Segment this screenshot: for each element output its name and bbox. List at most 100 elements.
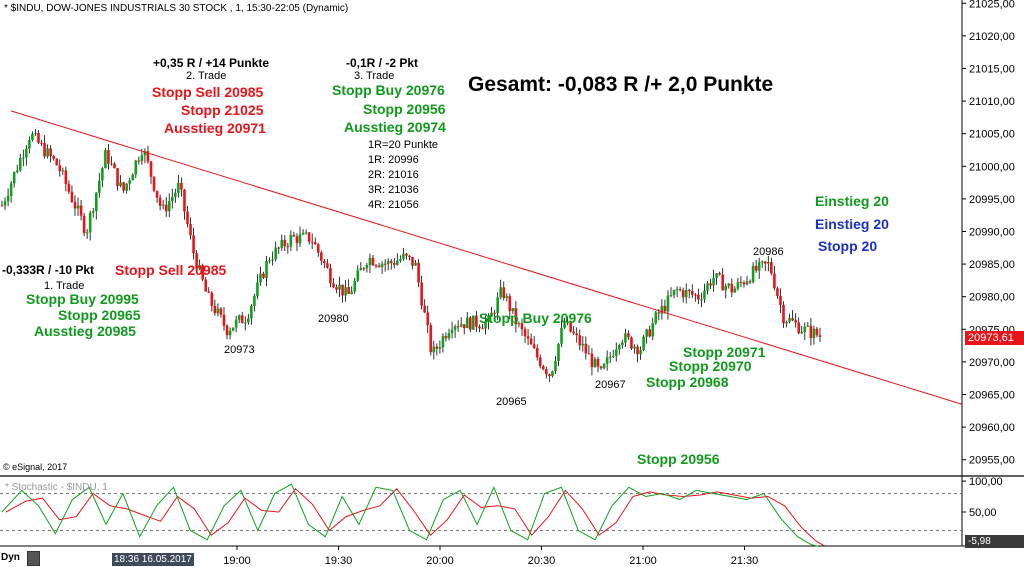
- candle-body: [694, 294, 697, 296]
- candle-body: [356, 270, 360, 281]
- candle-body: [429, 325, 433, 353]
- candle-body: [3, 201, 7, 206]
- candle-body: [669, 295, 673, 297]
- candle-body: [113, 163, 116, 169]
- candle-body: [183, 189, 186, 212]
- candle-body: [125, 183, 128, 191]
- candle-body: [812, 328, 816, 338]
- trade1-result: -0,333R / -10 Pkt: [2, 263, 95, 277]
- candle-body: [289, 235, 293, 247]
- candle-body: [31, 133, 34, 141]
- candle-body: [61, 170, 65, 172]
- candle-body: [624, 333, 627, 343]
- candle-body: [6, 195, 10, 202]
- candle-body: [307, 232, 311, 242]
- candle-body: [538, 357, 542, 367]
- candle-body: [365, 264, 369, 269]
- candle-body: [362, 268, 366, 270]
- candle-body: [475, 315, 478, 327]
- candle-body: [283, 239, 287, 247]
- candle-body: [453, 326, 457, 330]
- candle-body: [751, 265, 755, 282]
- candle-body: [85, 232, 89, 234]
- candle-body: [621, 342, 624, 346]
- candle-body: [809, 325, 813, 338]
- candle-body: [161, 204, 165, 206]
- stoch-y-tick-label: 50,00: [969, 507, 997, 519]
- y-tick-label: 20980,00: [969, 292, 1015, 304]
- trade2-stopp-sell: Stopp Sell 20985: [152, 84, 264, 100]
- candle-body: [748, 281, 752, 283]
- candle-body: [794, 320, 797, 323]
- candle-body: [225, 325, 229, 336]
- candle-body: [529, 338, 533, 345]
- candle-body: [724, 285, 728, 291]
- candle-body: [642, 336, 645, 350]
- candle-body: [760, 261, 764, 263]
- candle-body: [371, 257, 375, 266]
- einstieg-green: Einstieg 20: [815, 193, 889, 209]
- candle-body: [587, 353, 591, 355]
- stopp-20970: Stopp 20970: [669, 358, 752, 374]
- candle-body: [274, 247, 277, 260]
- y-tick-label: 20985,00: [969, 259, 1015, 271]
- candle-body: [478, 326, 481, 329]
- candle-body: [207, 291, 211, 293]
- candle-body: [520, 323, 524, 330]
- r-level-2: 1R: 20996: [368, 154, 419, 166]
- candle-body: [608, 356, 612, 358]
- trade2-ausstieg: Ausstieg 20971: [164, 120, 266, 136]
- candle-body: [177, 182, 180, 193]
- candle-body: [584, 343, 588, 354]
- candle-body: [727, 283, 731, 286]
- candle-body: [654, 312, 658, 324]
- candle-body: [648, 329, 652, 337]
- candle-body: [678, 289, 682, 291]
- stopp-20956-bottom: Stopp 20956: [637, 451, 720, 467]
- candle-body: [310, 241, 314, 243]
- y-tick-label: 21025,00: [969, 0, 1015, 10]
- candle-body: [313, 242, 317, 245]
- dyn-toggle-button[interactable]: [27, 551, 40, 566]
- candle-body: [569, 321, 572, 332]
- candle-body: [377, 265, 381, 267]
- candle-body: [687, 289, 691, 292]
- candle-body: [438, 347, 442, 349]
- candle-body: [237, 315, 241, 320]
- candle-body: [335, 287, 338, 290]
- candle-body: [146, 151, 150, 162]
- candle-body: [700, 299, 703, 301]
- candle-body: [651, 323, 655, 337]
- candles: [0, 129, 822, 382]
- candle-body: [189, 224, 192, 236]
- y-tick-label: 21000,00: [969, 161, 1015, 173]
- candle-body: [806, 325, 810, 327]
- trendline: [10, 110, 963, 405]
- candle-body: [733, 288, 737, 293]
- r-level-1: 1R=20 Punkte: [368, 139, 439, 151]
- y-tick-label: 20965,00: [969, 389, 1015, 401]
- y-tick-label: 21010,00: [969, 96, 1015, 108]
- y-tick-label: 20995,00: [969, 194, 1015, 206]
- candle-body: [423, 305, 426, 313]
- candle-body: [167, 201, 171, 212]
- candle-body: [234, 319, 238, 328]
- candle-body: [420, 282, 423, 306]
- candle-body: [712, 277, 715, 286]
- candle-body: [329, 267, 332, 284]
- candle-body: [201, 265, 204, 280]
- y-tick-label: 20970,00: [969, 357, 1015, 369]
- candle-body: [541, 366, 545, 370]
- candle-body: [715, 273, 718, 278]
- candle-body: [627, 333, 630, 338]
- candle-body: [502, 287, 506, 299]
- candle-body: [517, 323, 521, 325]
- candle-body: [414, 262, 417, 266]
- candle-body: [350, 291, 354, 294]
- candle-body: [447, 333, 451, 339]
- candle-body: [803, 326, 807, 332]
- candle-body: [718, 273, 721, 275]
- candle-body: [213, 305, 217, 314]
- candle-body: [633, 346, 636, 349]
- candle-body: [256, 282, 259, 296]
